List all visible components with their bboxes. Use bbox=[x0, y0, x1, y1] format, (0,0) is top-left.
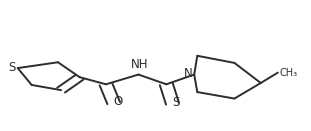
Text: O: O bbox=[114, 95, 123, 108]
Text: N: N bbox=[184, 67, 193, 80]
Text: NH: NH bbox=[131, 58, 149, 71]
Text: CH₃: CH₃ bbox=[279, 68, 297, 78]
Text: S: S bbox=[172, 96, 179, 109]
Text: S: S bbox=[8, 61, 15, 74]
